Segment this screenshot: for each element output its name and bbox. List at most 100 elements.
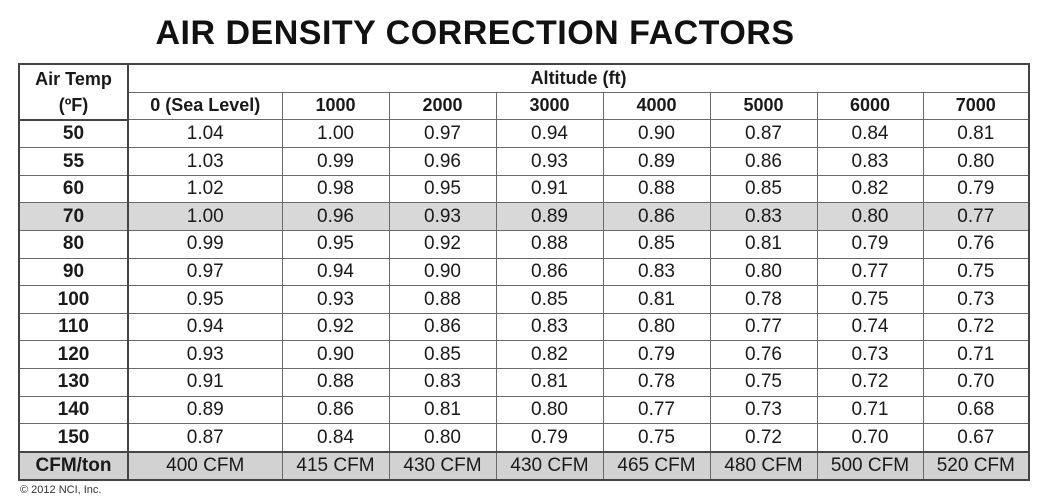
factor-cell: 0.71 <box>816 395 924 425</box>
factor-cell: 0.93 <box>127 340 283 370</box>
factor-cell: 0.92 <box>281 312 390 342</box>
factor-cell: 0.80 <box>816 202 924 232</box>
factor-cell: 1.00 <box>281 119 390 149</box>
factor-cell: 0.81 <box>388 395 497 425</box>
temp-cell: 100 <box>18 285 129 314</box>
factor-cell: 0.94 <box>127 312 283 342</box>
factor-cell: 0.97 <box>388 119 497 149</box>
air-density-table: Air Temp (ºF) Altitude (ft) 0 (Sea Level… <box>18 63 1031 482</box>
factor-cell: 0.81 <box>922 119 1030 149</box>
factor-cell: 0.84 <box>281 423 390 453</box>
factor-cell: 0.96 <box>388 147 497 176</box>
factor-cell: 0.73 <box>922 285 1030 314</box>
temp-cell: 50 <box>18 119 129 149</box>
cfm-cell: 480 CFM <box>709 450 818 481</box>
factor-cell: 0.83 <box>495 312 604 342</box>
factor-cell: 0.98 <box>281 174 390 204</box>
factor-cell: 0.79 <box>602 340 711 370</box>
cfm-cell: 400 CFM <box>127 450 283 481</box>
factor-cell: 0.89 <box>127 395 283 425</box>
factor-cell: 0.80 <box>709 257 818 287</box>
factor-cell: 0.80 <box>388 423 497 453</box>
factor-cell: 0.89 <box>602 147 711 176</box>
factor-cell: 0.77 <box>709 312 818 342</box>
factor-cell: 0.81 <box>602 285 711 314</box>
table-row: 60 1.02 0.98 0.95 0.91 0.88 0.85 0.82 0.79 <box>18 174 1030 204</box>
temp-cell: 90 <box>18 257 129 287</box>
factor-cell: 0.88 <box>495 230 604 259</box>
cfm-per-ton-label: CFM/ton <box>18 450 129 481</box>
factor-cell: 0.86 <box>281 395 390 425</box>
factor-cell: 0.81 <box>709 230 818 259</box>
table-row: 150 0.87 0.84 0.80 0.79 0.75 0.72 0.70 0.67 <box>18 423 1030 453</box>
factor-cell: 0.97 <box>127 257 283 287</box>
air-temp-header: Air Temp (ºF) <box>18 63 129 121</box>
factor-cell: 0.85 <box>709 174 818 204</box>
factor-cell: 0.94 <box>281 257 390 287</box>
factor-cell: 0.91 <box>127 368 283 397</box>
copyright-notice: © 2012 NCI, Inc. <box>20 484 102 496</box>
factor-cell: 0.90 <box>388 257 497 287</box>
altitude-header-6: 6000 <box>816 91 924 121</box>
cfm-cell: 520 CFM <box>922 450 1030 481</box>
factor-cell: 0.75 <box>709 368 818 397</box>
factor-cell: 0.78 <box>709 285 818 314</box>
table-row: 140 0.89 0.86 0.81 0.80 0.77 0.73 0.71 0.68 <box>18 395 1030 425</box>
air-temp-label: Air Temp <box>35 68 112 89</box>
factor-cell: 0.83 <box>709 202 818 232</box>
temp-cell: 110 <box>18 312 129 342</box>
factor-cell: 0.74 <box>816 312 924 342</box>
altitude-header-2: 2000 <box>388 91 497 121</box>
cfm-cell: 430 CFM <box>495 450 604 481</box>
page-title: AIR DENSITY CORRECTION FACTORS <box>155 14 795 52</box>
factor-cell: 0.73 <box>816 340 924 370</box>
table-row: 100 0.95 0.93 0.88 0.85 0.81 0.78 0.75 0.73 <box>18 285 1030 314</box>
factor-cell: 0.88 <box>281 368 390 397</box>
factor-cell: 0.85 <box>495 285 604 314</box>
factor-cell: 0.90 <box>281 340 390 370</box>
factor-cell: 1.02 <box>127 174 283 204</box>
factor-cell: 0.72 <box>922 312 1030 342</box>
factor-cell: 0.87 <box>127 423 283 453</box>
altitude-header-row: 0 (Sea Level) 1000 2000 3000 4000 5000 6000 700… <box>19 91 1030 121</box>
factor-cell: 0.77 <box>816 257 924 287</box>
altitude-header-5: 5000 <box>709 91 818 121</box>
altitude-header-1: 1000 <box>281 91 390 121</box>
factor-cell: 0.79 <box>816 230 924 259</box>
factor-cell: 0.82 <box>495 340 604 370</box>
factor-cell: 0.87 <box>709 119 818 149</box>
table-row: 130 0.91 0.88 0.83 0.81 0.78 0.75 0.72 0.70 <box>18 368 1030 397</box>
factor-cell: 0.92 <box>388 230 497 259</box>
altitude-header-7: 7000 <box>922 91 1030 121</box>
factor-cell: 0.79 <box>495 423 604 453</box>
table-row: 50 1.04 1.00 0.97 0.94 0.90 0.87 0.84 0.81 <box>18 119 1030 149</box>
factor-cell: 0.96 <box>281 202 390 232</box>
cfm-cell: 500 CFM <box>816 450 924 481</box>
factor-cell: 0.88 <box>388 285 497 314</box>
factor-cell: 0.73 <box>709 395 818 425</box>
factor-cell: 0.93 <box>281 285 390 314</box>
table-row: 90 0.97 0.94 0.90 0.86 0.83 0.80 0.77 0.75 <box>18 257 1030 287</box>
factor-cell: 0.80 <box>922 147 1030 176</box>
factor-cell: 0.99 <box>281 147 390 176</box>
factor-cell: 0.86 <box>388 312 497 342</box>
factor-cell: 0.86 <box>602 202 711 232</box>
factor-cell: 0.70 <box>816 423 924 453</box>
table-row: 80 0.99 0.95 0.92 0.88 0.85 0.81 0.79 0.76 <box>18 230 1030 259</box>
cfm-cell: 465 CFM <box>602 450 711 481</box>
factor-cell: 0.81 <box>495 368 604 397</box>
factor-cell: 0.79 <box>922 174 1030 204</box>
factor-cell: 0.93 <box>388 202 497 232</box>
factor-cell: 0.84 <box>816 119 924 149</box>
factor-cell: 0.94 <box>495 119 604 149</box>
factor-cell: 0.72 <box>709 423 818 453</box>
altitude-header-4: 4000 <box>602 91 711 121</box>
factor-cell: 0.80 <box>495 395 604 425</box>
factor-cell: 0.77 <box>602 395 711 425</box>
temp-cell: 80 <box>18 230 129 259</box>
factor-cell: 0.76 <box>922 230 1030 259</box>
cfm-cell: 415 CFM <box>281 450 390 481</box>
factor-cell: 1.00 <box>127 202 283 232</box>
factor-cell: 0.85 <box>602 230 711 259</box>
temp-cell: 140 <box>18 395 129 425</box>
